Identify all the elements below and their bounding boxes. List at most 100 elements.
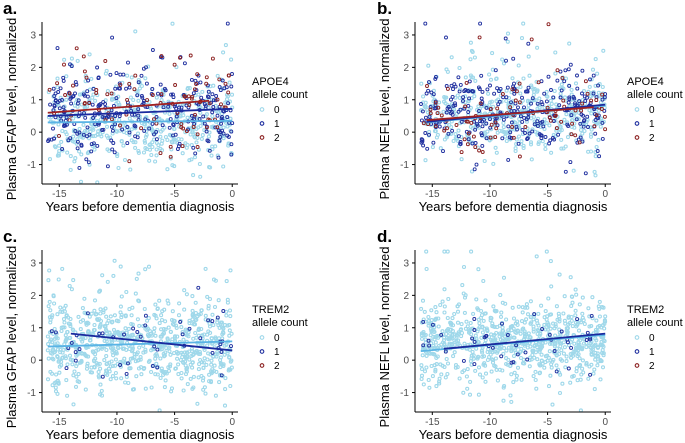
data-point-allele-1 bbox=[569, 345, 574, 350]
data-point-allele-0 bbox=[229, 92, 235, 97]
data-point-allele-1 bbox=[57, 98, 62, 103]
data-point-allele-2 bbox=[433, 100, 438, 105]
data-point-allele-0 bbox=[445, 249, 450, 254]
data-point-allele-2 bbox=[553, 114, 558, 118]
data-point-allele-0 bbox=[422, 309, 427, 314]
data-point-allele-0 bbox=[514, 142, 519, 147]
data-point-allele-0 bbox=[573, 345, 578, 350]
data-point-allele-0 bbox=[477, 372, 483, 377]
data-point-allele-0 bbox=[176, 136, 181, 142]
data-point-allele-0 bbox=[213, 144, 218, 149]
data-point-allele-0 bbox=[516, 63, 521, 68]
data-point-allele-0 bbox=[55, 354, 60, 359]
data-point-allele-0 bbox=[595, 351, 600, 356]
data-point-allele-2 bbox=[168, 154, 173, 159]
data-point-allele-0 bbox=[177, 124, 182, 129]
data-point-allele-0 bbox=[158, 334, 163, 339]
legend-item-label: 2 bbox=[274, 133, 280, 144]
data-point-allele-0 bbox=[593, 173, 598, 178]
x-tick-label: 0 bbox=[602, 189, 608, 200]
data-point-allele-0 bbox=[70, 358, 75, 363]
data-point-allele-0 bbox=[443, 375, 448, 380]
data-point-allele-2 bbox=[465, 142, 470, 147]
data-point-allele-1 bbox=[100, 114, 105, 119]
data-point-allele-0 bbox=[440, 299, 445, 304]
data-point-allele-0 bbox=[426, 323, 431, 328]
data-point-allele-1 bbox=[100, 331, 105, 336]
data-point-allele-1 bbox=[158, 82, 163, 87]
data-point-allele-0 bbox=[202, 347, 207, 352]
data-point-allele-1 bbox=[477, 87, 482, 91]
data-point-allele-1 bbox=[549, 88, 553, 92]
data-point-allele-2 bbox=[517, 100, 522, 105]
data-point-allele-0 bbox=[494, 150, 499, 155]
data-point-allele-0 bbox=[553, 341, 558, 346]
data-point-allele-1 bbox=[523, 89, 528, 94]
data-point-allele-0 bbox=[424, 249, 429, 254]
data-point-allele-0 bbox=[209, 336, 214, 341]
data-point-allele-0 bbox=[189, 353, 194, 359]
data-point-allele-0 bbox=[141, 350, 146, 355]
data-point-allele-0 bbox=[70, 362, 75, 367]
data-point-allele-1 bbox=[565, 340, 570, 345]
data-point-allele-1 bbox=[593, 118, 598, 122]
data-point-allele-0 bbox=[521, 145, 526, 151]
data-point-allele-0 bbox=[481, 354, 487, 359]
legend-title-gene: APOE4 bbox=[252, 76, 289, 88]
data-point-allele-2 bbox=[184, 129, 189, 134]
data-point-allele-0 bbox=[174, 65, 179, 70]
data-point-allele-0 bbox=[183, 363, 188, 368]
data-point-allele-0 bbox=[212, 304, 218, 310]
data-point-allele-1 bbox=[226, 101, 231, 106]
data-point-allele-0 bbox=[65, 362, 70, 367]
data-point-allele-1 bbox=[559, 329, 564, 334]
data-point-allele-1 bbox=[135, 330, 140, 334]
data-point-allele-0 bbox=[149, 385, 154, 390]
data-point-allele-2 bbox=[74, 46, 79, 51]
data-point-allele-0 bbox=[179, 325, 184, 330]
data-point-allele-0 bbox=[143, 267, 148, 272]
legend-key-1 bbox=[634, 121, 640, 126]
data-point-allele-0 bbox=[528, 321, 533, 326]
data-point-allele-1 bbox=[155, 347, 160, 352]
x-tick-label: -5 bbox=[543, 417, 552, 428]
data-point-allele-2 bbox=[105, 92, 110, 97]
data-point-allele-0 bbox=[72, 159, 77, 164]
data-point-allele-1 bbox=[453, 103, 458, 108]
data-point-allele-0 bbox=[553, 333, 558, 338]
data-point-allele-1 bbox=[206, 89, 211, 94]
data-point-allele-1 bbox=[230, 72, 234, 76]
data-point-allele-0 bbox=[111, 346, 116, 351]
data-point-allele-0 bbox=[125, 333, 130, 338]
data-point-allele-0 bbox=[574, 369, 579, 374]
data-point-allele-0 bbox=[458, 327, 464, 332]
data-point-allele-0 bbox=[80, 306, 85, 311]
data-point-allele-0 bbox=[184, 292, 189, 297]
data-point-allele-0 bbox=[431, 329, 436, 334]
data-point-allele-0 bbox=[221, 125, 226, 130]
data-point-allele-0 bbox=[572, 121, 577, 126]
data-point-allele-1 bbox=[215, 113, 220, 118]
data-point-allele-0 bbox=[128, 356, 133, 361]
data-point-allele-0 bbox=[501, 120, 506, 126]
data-point-allele-0 bbox=[136, 148, 141, 154]
data-point-allele-2 bbox=[127, 81, 132, 86]
data-point-allele-0 bbox=[501, 385, 506, 390]
data-point-allele-0 bbox=[224, 279, 229, 284]
data-point-allele-1 bbox=[52, 136, 56, 141]
data-point-allele-0 bbox=[127, 307, 132, 312]
data-point-allele-0 bbox=[519, 36, 525, 41]
data-point-allele-0 bbox=[595, 363, 600, 368]
legend-title-count: allele count bbox=[627, 317, 683, 329]
data-point-allele-0 bbox=[76, 314, 81, 319]
data-point-allele-0 bbox=[92, 328, 97, 333]
y-tick-label: -1 bbox=[27, 160, 36, 171]
data-point-allele-0 bbox=[114, 318, 119, 323]
data-point-allele-0 bbox=[68, 167, 73, 172]
legend-item-label: 1 bbox=[274, 347, 280, 358]
data-point-allele-0 bbox=[213, 393, 218, 398]
data-point-allele-1 bbox=[143, 313, 148, 318]
data-point-allele-0 bbox=[483, 298, 488, 303]
data-point-allele-0 bbox=[444, 135, 449, 140]
data-point-allele-1 bbox=[511, 360, 516, 365]
